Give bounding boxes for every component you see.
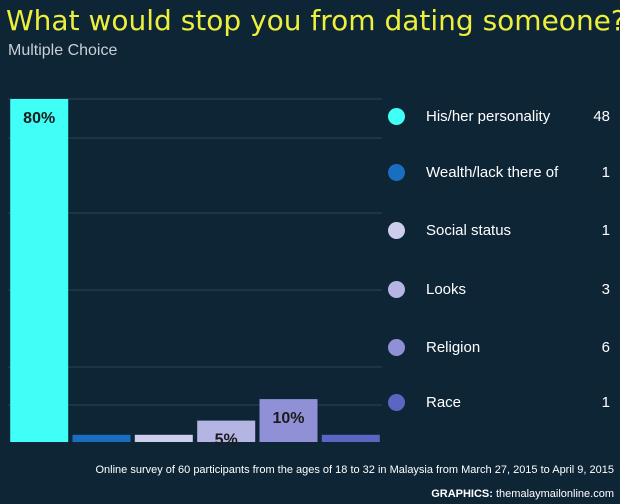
legend-count: 1 <box>601 394 610 411</box>
legend-swatch <box>388 222 405 239</box>
legend-count: 6 <box>601 339 610 356</box>
legend-swatch <box>388 164 405 181</box>
legend-label: Religion <box>426 339 481 356</box>
legend-count: 1 <box>601 222 610 239</box>
bar-race <box>321 434 380 442</box>
bar-religion <box>259 399 318 442</box>
graphics-credit: GRAPHICS: themalaymailonline.com <box>431 488 614 500</box>
bar-wealth-lack-there-of <box>72 434 131 442</box>
credit-label: GRAPHICS: <box>431 488 493 500</box>
legend-swatch <box>388 394 405 411</box>
legend-count: 1 <box>601 164 610 181</box>
legend-item: Looks 3 <box>388 279 616 301</box>
chart-title: What would stop you from dating someone? <box>6 4 620 37</box>
chart-subtitle: Multiple Choice <box>8 42 118 59</box>
legend-label: Social status <box>426 222 512 239</box>
bar-his-her-personality <box>10 99 69 442</box>
legend-label: His/her personality <box>426 108 551 125</box>
legend-count: 48 <box>593 108 610 125</box>
legend-item: Race 1 <box>388 392 616 414</box>
legend-swatch <box>388 281 405 298</box>
legend-item: Social status 1 <box>388 220 616 242</box>
bar-value-label: 80% <box>23 110 55 127</box>
bar-value-label: 5% <box>215 432 238 449</box>
legend-item: His/her personality 48 <box>388 106 616 128</box>
legend-swatch <box>388 108 405 125</box>
bar-social-status <box>134 434 193 442</box>
legend-label: Looks <box>426 281 467 298</box>
bar-value-label: 10% <box>272 410 304 427</box>
bar-looks <box>197 420 256 442</box>
legend-item: Wealth/lack there of 1 <box>388 162 616 184</box>
survey-footnote: Online survey of 60 participants from th… <box>95 464 614 476</box>
legend-swatch <box>388 339 405 356</box>
legend-label: Race <box>426 394 462 411</box>
legend-label: Wealth/lack there of <box>426 164 559 181</box>
legend-count: 3 <box>601 281 610 298</box>
legend-item: Religion 6 <box>388 337 616 359</box>
credit-source: themalaymailonline.com <box>496 488 614 500</box>
